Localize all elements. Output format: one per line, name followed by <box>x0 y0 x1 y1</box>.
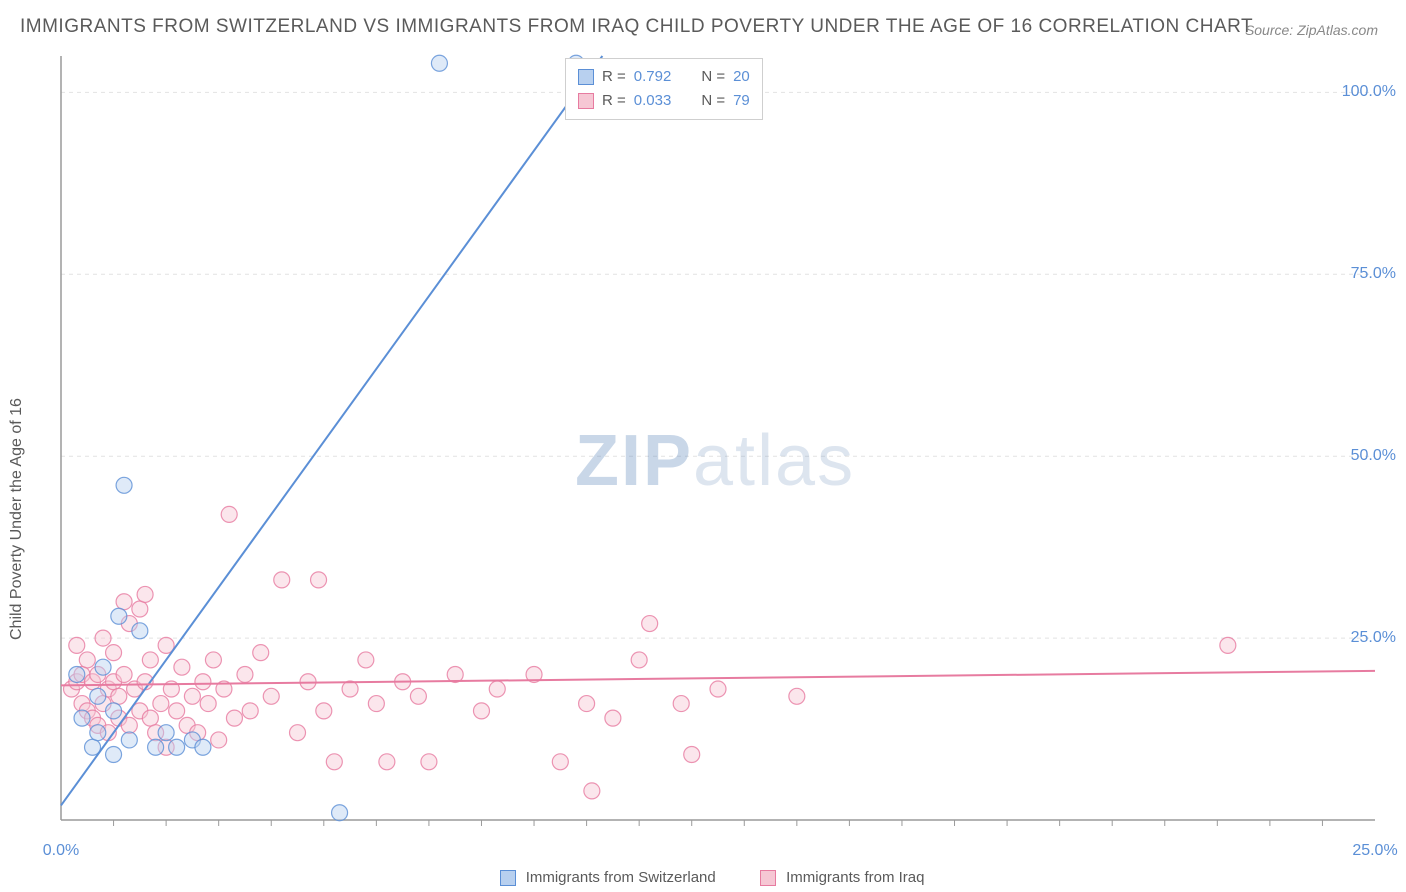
r-label: R = <box>602 89 626 113</box>
n-value-iraq: 79 <box>733 89 750 113</box>
y-tick-label: 100.0% <box>1342 83 1396 101</box>
swatch-iraq-icon <box>578 93 594 109</box>
x-tick-label: 25.0% <box>1352 842 1397 860</box>
legend-swatch-switzerland-icon <box>500 870 516 886</box>
source-label: Source: ZipAtlas.com <box>1245 22 1378 38</box>
x-legend: Immigrants from Switzerland Immigrants f… <box>0 869 1406 886</box>
y-tick-label: 75.0% <box>1351 265 1396 283</box>
correlation-box: R = 0.792 N = 20 R = 0.033 N = 79 <box>565 58 763 120</box>
plot-area: ZIPatlas R = 0.792 N = 20 R = 0.033 N = … <box>55 50 1385 840</box>
chart-svg <box>55 50 1385 840</box>
r-value-iraq: 0.033 <box>634 89 672 113</box>
y-tick-label: 25.0% <box>1351 629 1396 647</box>
y-tick-label: 50.0% <box>1351 447 1396 465</box>
x-tick-label: 0.0% <box>43 842 79 860</box>
n-label: N = <box>701 89 725 113</box>
r-label: R = <box>602 65 626 89</box>
chart-title: IMMIGRANTS FROM SWITZERLAND VS IMMIGRANT… <box>20 16 1253 38</box>
n-value-switzerland: 20 <box>733 65 750 89</box>
n-label: N = <box>701 65 725 89</box>
corr-row-iraq: R = 0.033 N = 79 <box>578 89 750 113</box>
legend-swatch-iraq-icon <box>760 870 776 886</box>
r-value-switzerland: 0.792 <box>634 65 672 89</box>
swatch-switzerland-icon <box>578 69 594 85</box>
corr-row-switzerland: R = 0.792 N = 20 <box>578 65 750 89</box>
legend-label-iraq: Immigrants from Iraq <box>786 869 924 886</box>
y-axis-label: Child Poverty Under the Age of 16 <box>8 398 26 640</box>
legend-label-switzerland: Immigrants from Switzerland <box>526 869 716 886</box>
